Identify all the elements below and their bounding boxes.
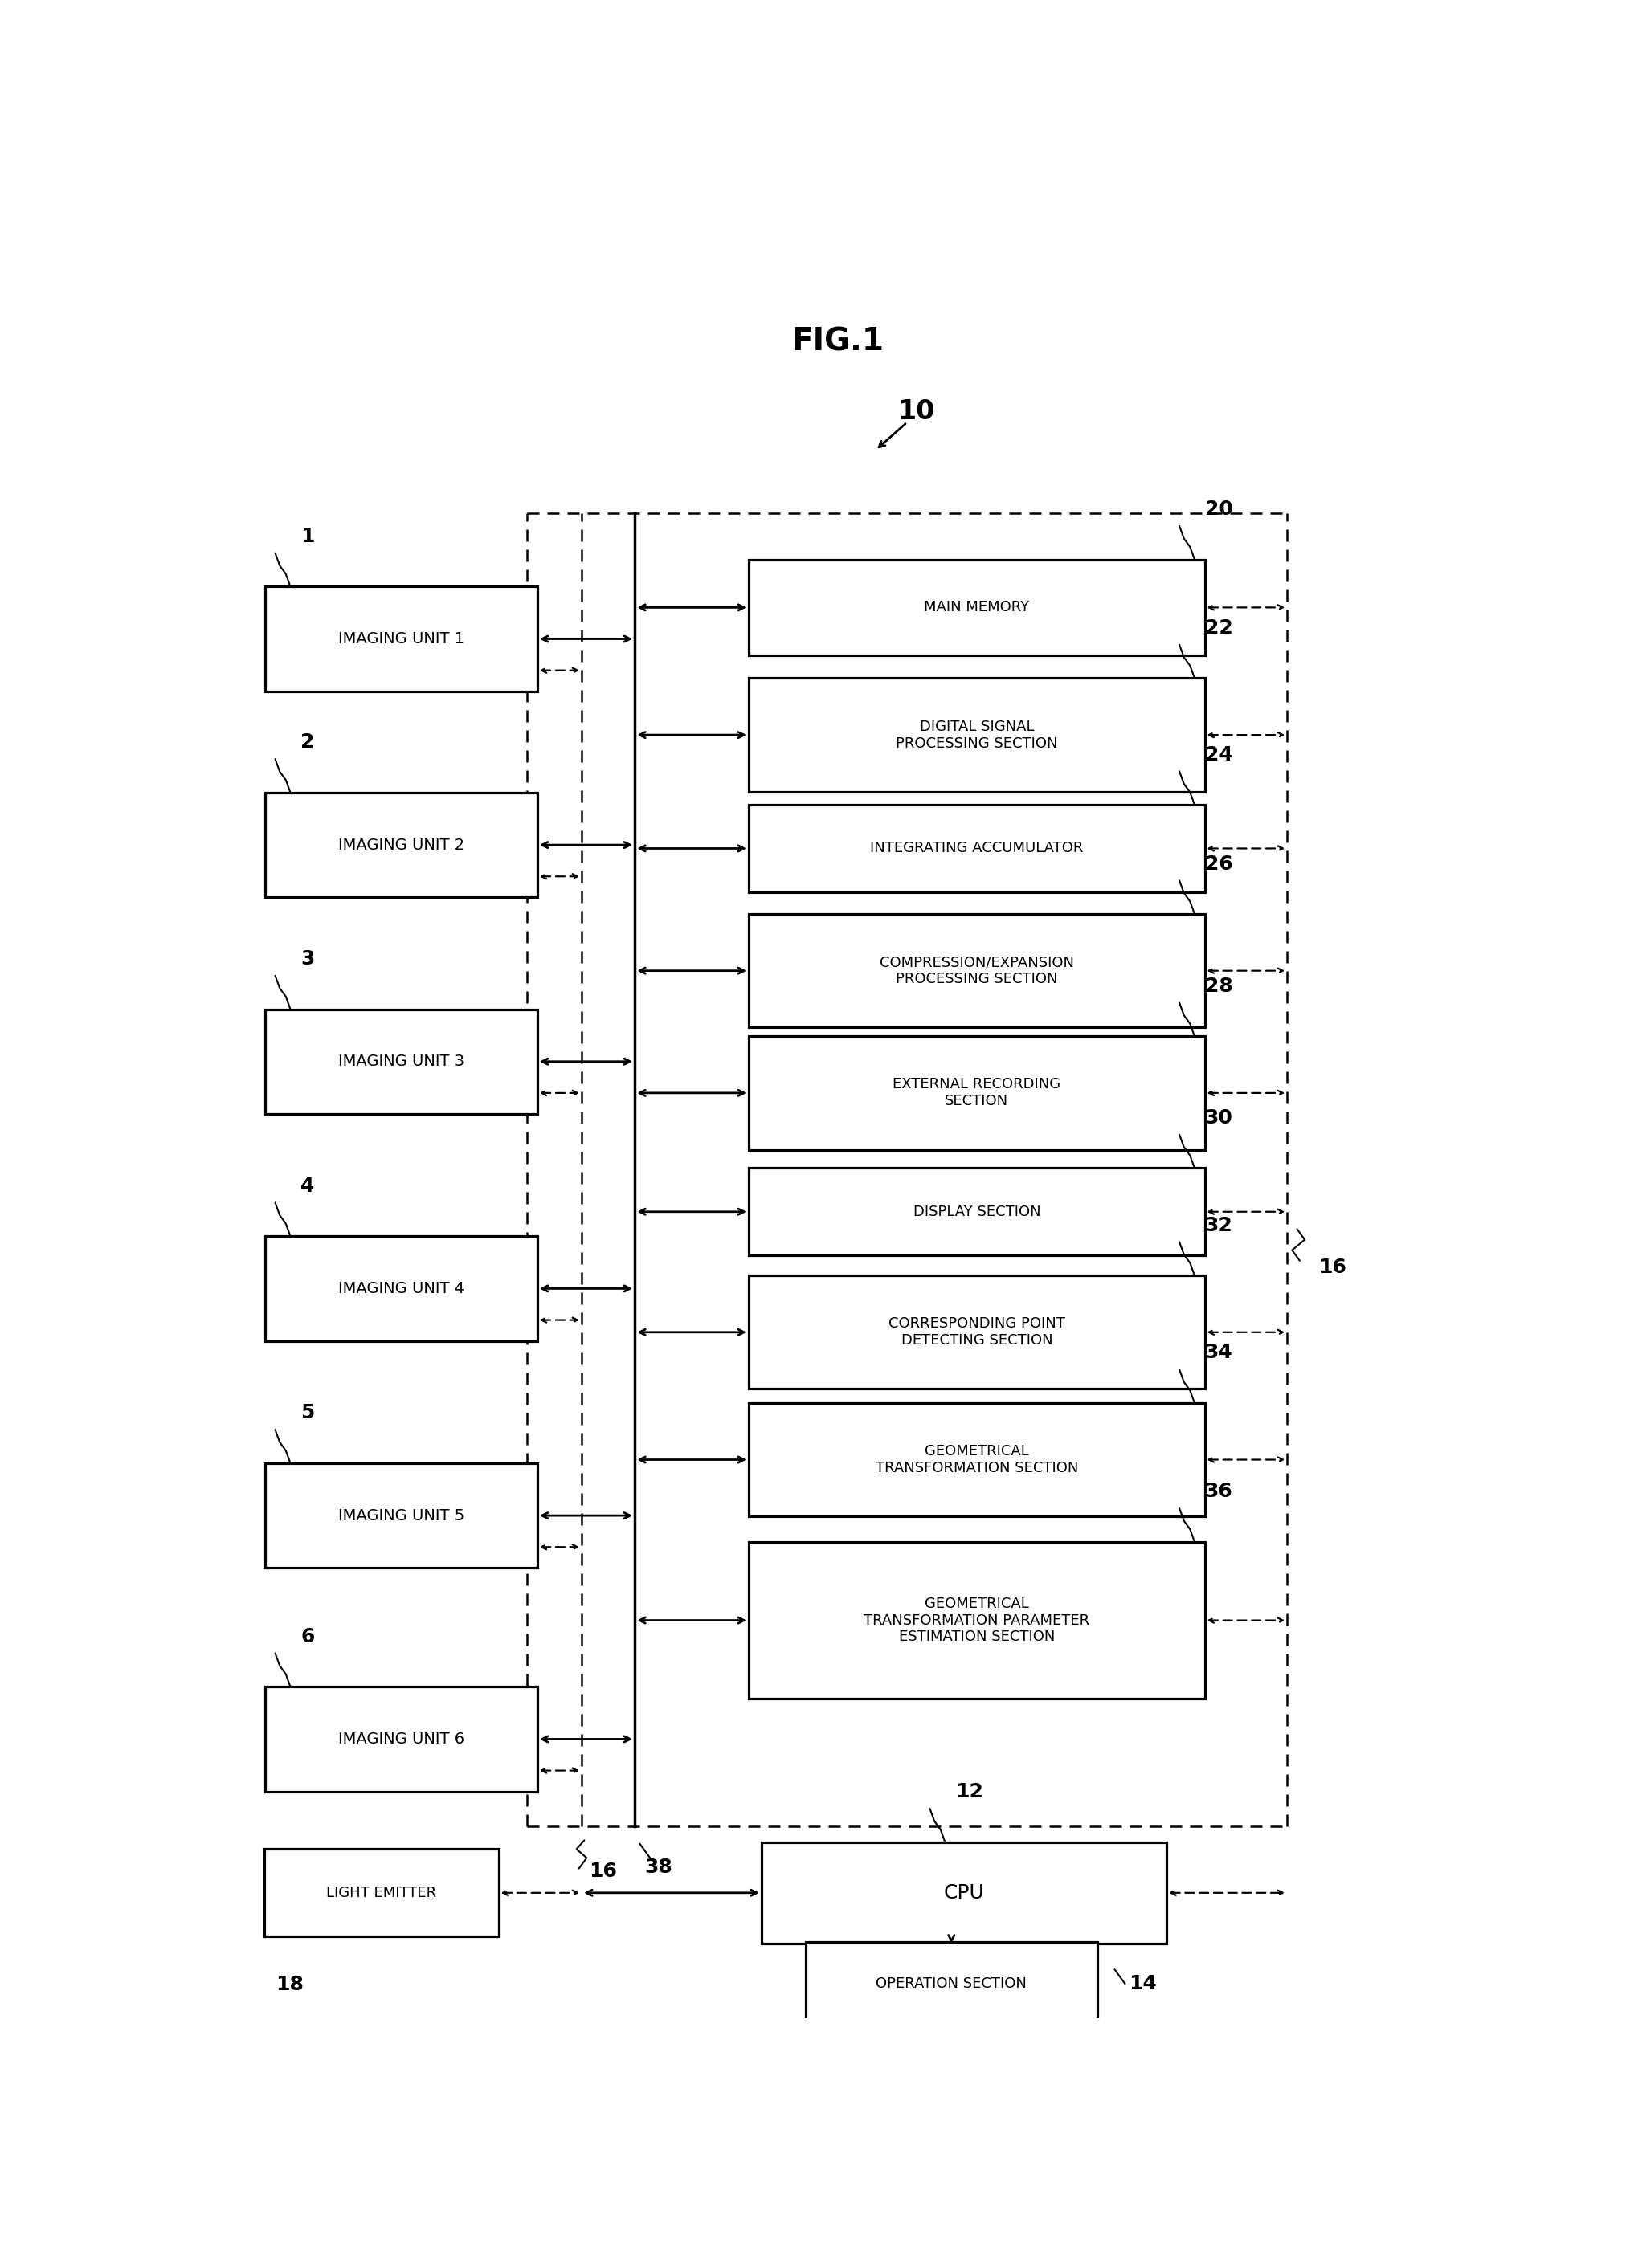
Text: 16: 16	[590, 1862, 618, 1880]
Text: 14: 14	[1129, 1973, 1157, 1994]
Text: EXTERNAL RECORDING
SECTION: EXTERNAL RECORDING SECTION	[892, 1077, 1060, 1109]
Text: CORRESPONDING POINT
DETECTING SECTION: CORRESPONDING POINT DETECTING SECTION	[889, 1318, 1065, 1347]
Bar	[748, 1275, 1204, 1388]
Text: 18: 18	[276, 1975, 304, 1994]
Bar	[265, 792, 538, 898]
Bar	[748, 805, 1204, 891]
Text: IMAGING UNIT 6: IMAGING UNIT 6	[338, 1730, 464, 1746]
Bar	[265, 1236, 538, 1340]
Text: 1: 1	[301, 526, 315, 547]
Text: IMAGING UNIT 5: IMAGING UNIT 5	[338, 1508, 464, 1524]
Text: 6: 6	[301, 1626, 314, 1647]
Text: 20: 20	[1204, 499, 1232, 519]
Bar	[265, 1009, 538, 1114]
Text: COMPRESSION/EXPANSION
PROCESSING SECTION: COMPRESSION/EXPANSION PROCESSING SECTION	[879, 955, 1074, 987]
Text: 4: 4	[301, 1177, 314, 1195]
Text: DIGITAL SIGNAL
PROCESSING SECTION: DIGITAL SIGNAL PROCESSING SECTION	[895, 719, 1057, 751]
Text: 22: 22	[1204, 619, 1232, 637]
Bar	[748, 678, 1204, 792]
Bar	[265, 587, 538, 692]
Text: 3: 3	[301, 950, 314, 968]
Text: INTEGRATING ACCUMULATOR: INTEGRATING ACCUMULATOR	[871, 841, 1083, 855]
Bar	[806, 1941, 1096, 2025]
Text: IMAGING UNIT 2: IMAGING UNIT 2	[338, 837, 464, 853]
Text: 12: 12	[956, 1783, 984, 1801]
Text: IMAGING UNIT 3: IMAGING UNIT 3	[338, 1055, 464, 1068]
Text: GEOMETRICAL
TRANSFORMATION SECTION: GEOMETRICAL TRANSFORMATION SECTION	[876, 1445, 1078, 1474]
Text: MAIN MEMORY: MAIN MEMORY	[925, 601, 1029, 615]
Bar	[748, 1542, 1204, 1699]
Bar	[748, 560, 1204, 655]
Text: CPU: CPU	[944, 1882, 984, 1903]
Text: IMAGING UNIT 1: IMAGING UNIT 1	[338, 631, 464, 646]
Text: FIG.1: FIG.1	[791, 327, 884, 358]
Text: 28: 28	[1204, 978, 1232, 996]
Text: 30: 30	[1204, 1109, 1232, 1127]
Text: 10: 10	[897, 399, 935, 424]
Text: 2: 2	[301, 733, 314, 753]
Text: 24: 24	[1204, 744, 1232, 764]
Bar	[265, 1463, 538, 1567]
Text: DISPLAY SECTION: DISPLAY SECTION	[913, 1204, 1041, 1218]
Bar	[265, 1848, 498, 1937]
Text: GEOMETRICAL
TRANSFORMATION PARAMETER
ESTIMATION SECTION: GEOMETRICAL TRANSFORMATION PARAMETER EST…	[864, 1597, 1090, 1644]
Text: IMAGING UNIT 4: IMAGING UNIT 4	[338, 1281, 464, 1297]
Bar	[748, 1036, 1204, 1150]
Text: 26: 26	[1204, 855, 1232, 873]
Bar	[748, 1168, 1204, 1256]
Text: LIGHT EMITTER: LIGHT EMITTER	[327, 1885, 436, 1901]
Text: 34: 34	[1204, 1343, 1232, 1363]
Text: 16: 16	[1319, 1259, 1346, 1277]
Text: 38: 38	[645, 1857, 673, 1878]
Bar	[748, 914, 1204, 1027]
Text: 32: 32	[1204, 1216, 1232, 1236]
Bar	[761, 1842, 1167, 1944]
Bar	[265, 1687, 538, 1792]
Text: 5: 5	[301, 1404, 314, 1422]
Text: OPERATION SECTION: OPERATION SECTION	[876, 1975, 1026, 1991]
Bar	[748, 1404, 1204, 1517]
Text: 36: 36	[1204, 1481, 1232, 1501]
